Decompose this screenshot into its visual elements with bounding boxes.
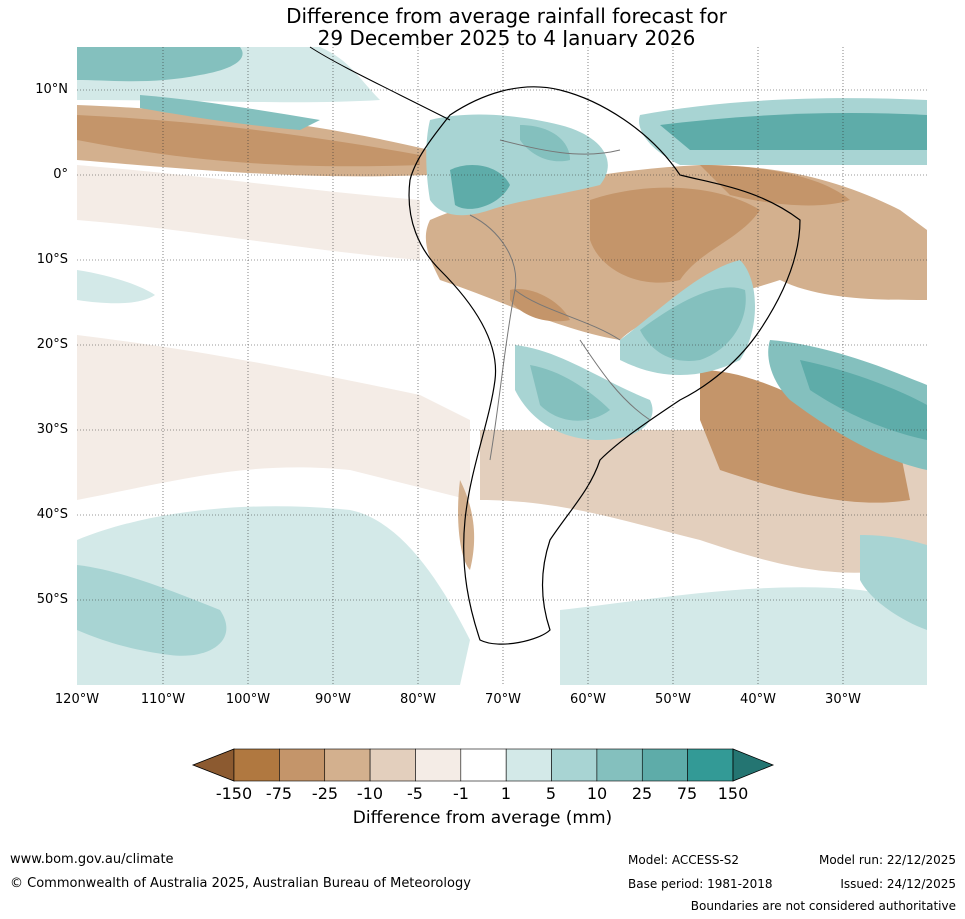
lat-label-50s: 50°S (36, 592, 68, 607)
lat-label-0: 0° (53, 167, 68, 182)
base-period: Base period: 1981-2018 (628, 877, 773, 891)
colorbar-label: 75 (676, 784, 698, 803)
anomaly-region (800, 360, 927, 440)
anomaly-region (77, 565, 227, 656)
anomaly-region (700, 370, 910, 503)
anomaly-region (860, 535, 927, 630)
anomaly-region (640, 287, 746, 361)
anomaly-region (77, 270, 155, 304)
lon-label-80w: 80°W (400, 692, 436, 707)
lat-label-40s: 40°S (36, 507, 68, 522)
map-title-line2: 29 December 2025 to 4 January 2026 (317, 26, 696, 50)
map-title-line1: Difference from average rainfall forecas… (286, 4, 727, 28)
anomaly-region (560, 587, 927, 685)
colorbar-label: 10 (586, 784, 608, 803)
central-america-coastline (309, 46, 451, 121)
colorbar (191, 748, 775, 782)
colorbar-extend-low (191, 748, 235, 782)
anomaly-region (530, 365, 610, 421)
country-border (499, 139, 621, 155)
lon-label-60w: 60°W (570, 692, 606, 707)
lon-label-30w: 30°W (825, 692, 861, 707)
boundary-disclaimer: Boundaries are not considered authoritat… (690, 899, 956, 913)
bom-website-link[interactable]: www.bom.gov.au/climate (10, 852, 174, 867)
colorbar-label: -10 (356, 784, 384, 803)
colorbar-cell (641, 748, 688, 782)
colorbar-label: -1 (453, 784, 469, 803)
colorbar-label: 5 (545, 784, 557, 803)
anomaly-region (660, 113, 927, 150)
graticule (77, 47, 927, 685)
anomaly-region (590, 187, 760, 283)
lat-label-10n: 10°N (35, 82, 68, 97)
anomaly-region (458, 480, 475, 570)
colorbar-label: -5 (407, 784, 423, 803)
country-border (579, 339, 651, 421)
colorbar-cell (505, 748, 552, 782)
colorbar-cell (460, 748, 507, 782)
model-name: Model: ACCESS-S2 (628, 853, 740, 867)
lon-label-90w: 90°W (315, 692, 351, 707)
country-border (489, 289, 516, 461)
lon-label-110w: 110°W (140, 692, 186, 707)
copyright-notice: © Commonwealth of Australia 2025, Austra… (10, 876, 471, 891)
south-america-coastline (408, 86, 801, 645)
colorbar-cell (551, 748, 598, 782)
anomaly-region (77, 335, 470, 500)
lon-label-100w: 100°W (225, 692, 271, 707)
colorbar-cell (279, 748, 326, 782)
colorbar-label: -75 (265, 784, 293, 803)
colorbar-label: -25 (311, 784, 339, 803)
colorbar-label: 1 (500, 784, 512, 803)
colorbar-cell (233, 748, 280, 782)
colorbar-label: -150 (215, 784, 253, 803)
anomaly-region (77, 115, 420, 167)
lat-label-30s: 30°S (36, 422, 68, 437)
lon-label-70w: 70°W (485, 692, 521, 707)
lon-label-40w: 40°W (740, 692, 776, 707)
lon-label-50w: 50°W (655, 692, 691, 707)
colorbar-extend-high (732, 748, 775, 782)
colorbar-cell (324, 748, 371, 782)
model-run-date: Model run: 22/12/2025 (818, 853, 956, 867)
colorbar-label: 25 (631, 784, 653, 803)
colorbar-title: Difference from average (mm) (352, 808, 613, 828)
colorbar-cell (369, 748, 416, 782)
colorbar-cell (415, 748, 462, 782)
lat-label-20s: 20°S (36, 337, 68, 352)
issued-date: Issued: 24/12/2025 (840, 877, 956, 891)
anomaly-region (77, 47, 243, 82)
anomaly-region (450, 165, 510, 209)
lon-label-120w: 120°W (54, 692, 100, 707)
colorbar-cell (596, 748, 643, 782)
colorbar-label: 150 (717, 784, 749, 803)
anomaly-region (140, 95, 320, 130)
colorbar-cell (687, 748, 734, 782)
lat-label-10s: 10°S (36, 252, 68, 267)
